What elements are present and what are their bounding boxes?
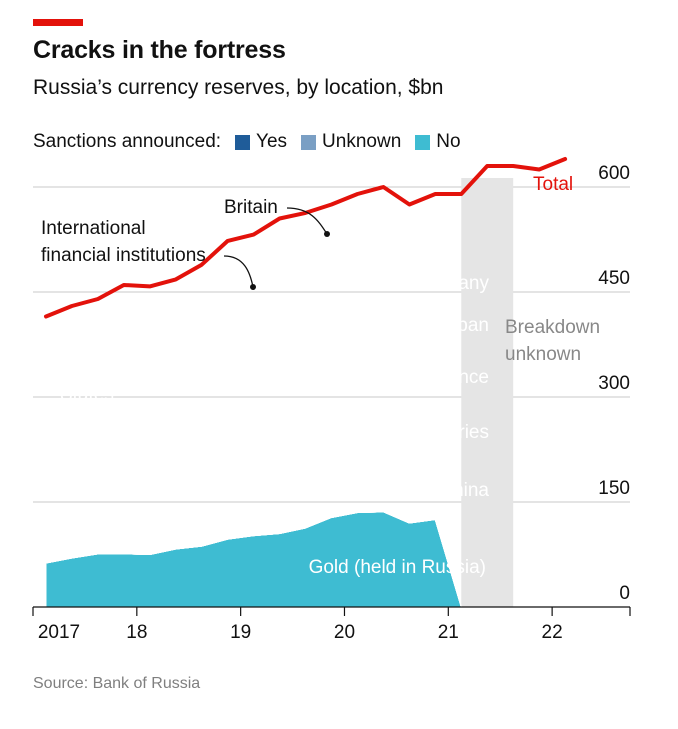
britain-leader-dot	[324, 231, 330, 237]
y-tick-label: 600	[598, 163, 630, 184]
france-label: France	[430, 367, 489, 388]
x-tick-label: 20	[334, 622, 355, 643]
chart-subtitle: Russia’s currency reserves, by location,…	[33, 76, 444, 99]
breakdown-unknown-label: Breakdown	[505, 317, 600, 338]
united-states-label: United	[60, 357, 115, 378]
x-tick-label: 19	[230, 622, 251, 643]
germany-label: Germany	[411, 273, 490, 294]
britain-label: Britain	[224, 197, 278, 218]
x-tick-label: 21	[438, 622, 459, 643]
legend-label-no: No	[436, 131, 461, 152]
ifi-label-line1: International	[41, 218, 146, 239]
x-tick-label: 22	[542, 622, 563, 643]
x-tick-label: 18	[126, 622, 147, 643]
japan-label: Japan	[437, 315, 489, 336]
legend-label-unknown: Unknown	[322, 131, 402, 152]
brand-red-bar	[33, 19, 83, 26]
breakdown-unknown-band	[461, 178, 514, 607]
y-tick-label: 300	[598, 373, 630, 394]
legend-label-yes: Yes	[256, 131, 288, 152]
source-note: Source: Bank of Russia	[33, 675, 201, 692]
y-tick-label: 150	[598, 478, 630, 499]
legend: Sanctions announced: Yes Unknown No	[33, 131, 461, 153]
legend-swatch-no	[415, 134, 431, 150]
x-tick-label: 2017	[38, 622, 80, 643]
chart-title: Cracks in the fortress	[33, 36, 286, 64]
legend-heading: Sanctions announced:	[33, 131, 222, 152]
total-label: Total	[533, 174, 573, 195]
y-tick-label: 0	[619, 583, 630, 604]
ifi-leader-line	[223, 255, 254, 288]
legend-swatch-unknown	[301, 134, 317, 150]
y-tick-label: 450	[598, 268, 630, 289]
united-states-label: States	[60, 384, 114, 405]
britain-leader-line	[286, 207, 328, 235]
other-countries-label: Other countries	[359, 422, 489, 443]
legend-swatch-yes	[235, 134, 251, 150]
breakdown-unknown-label: unknown	[505, 344, 581, 365]
gold-held-in-russia-label: Gold (held in Russia)	[309, 557, 486, 578]
ifi-label-line2: financial institutions	[41, 245, 206, 266]
china-label: China	[439, 480, 489, 501]
total-line	[44, 157, 568, 319]
ifi-leader-dot	[250, 284, 256, 290]
